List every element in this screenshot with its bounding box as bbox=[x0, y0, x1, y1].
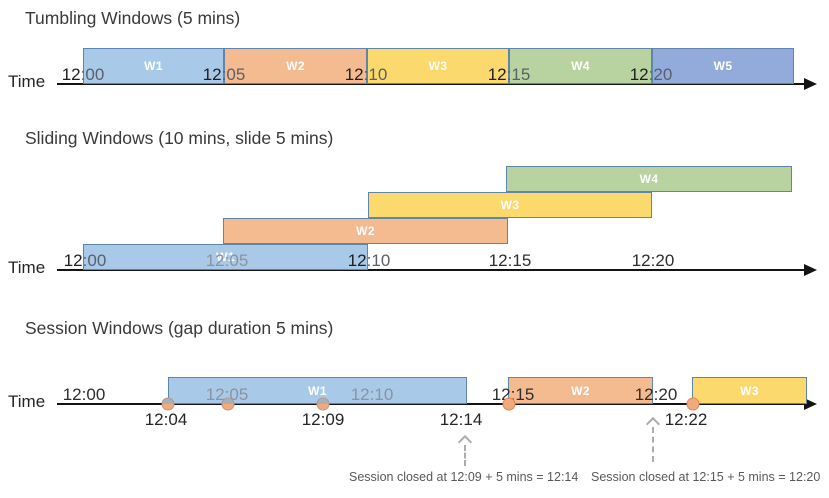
tick-minutes: :00 bbox=[82, 251, 107, 270]
window-label: W3 bbox=[500, 198, 520, 212]
tick-label: 12:15 bbox=[488, 65, 531, 84]
event-dot bbox=[316, 397, 330, 411]
tick-hour: 12 bbox=[634, 385, 654, 404]
window-label: W5 bbox=[713, 59, 733, 73]
tick-label: 12:05 bbox=[206, 251, 249, 270]
event-time-label: 12:09 bbox=[301, 410, 345, 429]
tick-label: 12:10 bbox=[345, 65, 388, 84]
window-label: W3 bbox=[428, 59, 448, 73]
tick-label: 12:10 bbox=[351, 385, 394, 404]
session-close-annotation: Session closed at 12:15 + 5 mins = 12:20 bbox=[591, 470, 821, 484]
tick-minutes: :00 bbox=[80, 65, 105, 84]
window-label: W3 bbox=[740, 383, 759, 398]
window-sliding-windows-w4: W4 bbox=[506, 166, 792, 192]
time-axis-label: Time bbox=[8, 392, 46, 411]
event-time-label: 12:04 bbox=[144, 410, 188, 429]
tick-minutes: :15 bbox=[506, 65, 531, 84]
window-label: W4 bbox=[571, 59, 590, 73]
tick-label: 12:20 bbox=[635, 385, 678, 404]
window-label: W1 bbox=[144, 59, 163, 73]
tick-label: 12:15 bbox=[489, 251, 532, 270]
section-title-sliding-windows: Sliding Windows (10 mins, slide 5 mins) bbox=[25, 128, 334, 148]
section-title-tumbling-windows: Tumbling Windows (5 mins) bbox=[25, 8, 241, 28]
window-tumbling-windows-w3: W3 bbox=[367, 48, 509, 84]
tick-minutes: :20 bbox=[648, 65, 673, 84]
window-sliding-windows-w2: W2 bbox=[223, 218, 508, 244]
event-dot bbox=[161, 397, 175, 411]
tick-hour: 12 bbox=[344, 65, 364, 84]
tick-label: 12:00 bbox=[63, 385, 106, 404]
tick-label: 12:20 bbox=[632, 251, 675, 270]
window-label: W2 bbox=[286, 59, 305, 73]
tick-hour: 12 bbox=[63, 251, 83, 270]
tick-label: 12:05 bbox=[203, 65, 246, 84]
tick-hour: 12 bbox=[629, 65, 649, 84]
window-sliding-windows-w1: W1 bbox=[83, 244, 368, 270]
session-close-arrow-line bbox=[652, 427, 654, 462]
window-session-windows-w2: W2 bbox=[508, 377, 653, 404]
tick-minutes: :20 bbox=[653, 385, 678, 404]
tick-hour: 12 bbox=[350, 385, 370, 404]
tick-minutes: :10 bbox=[366, 251, 391, 270]
event-dot bbox=[221, 397, 235, 411]
tick-label: 12:10 bbox=[348, 251, 391, 270]
tick-minutes: :00 bbox=[81, 385, 106, 404]
tick-minutes: :15 bbox=[507, 251, 532, 270]
tick-minutes: :05 bbox=[224, 251, 249, 270]
section-title-session-windows: Session Windows (gap duration 5 mins) bbox=[25, 318, 334, 338]
event-time-label: 12:22 bbox=[664, 410, 708, 429]
event-dot bbox=[502, 397, 516, 411]
tick-hour: 12 bbox=[347, 251, 367, 270]
tick-hour: 12 bbox=[488, 251, 508, 270]
window-tumbling-windows-w5: W5 bbox=[652, 48, 794, 84]
tick-minutes: :10 bbox=[369, 385, 394, 404]
window-sliding-windows-w3: W3 bbox=[368, 192, 652, 218]
tick-minutes: :05 bbox=[221, 65, 246, 84]
tick-label: 12:00 bbox=[62, 65, 105, 84]
session-close-annotation: Session closed at 12:09 + 5 mins = 12:14 bbox=[349, 470, 579, 484]
timeline-axis bbox=[57, 83, 804, 85]
window-label: W4 bbox=[639, 172, 659, 186]
tick-hour: 12 bbox=[62, 385, 82, 404]
tick-minutes: :10 bbox=[363, 65, 388, 84]
window-label: W1 bbox=[216, 250, 235, 264]
tick-hour: 12 bbox=[205, 251, 225, 270]
window-tumbling-windows-w2: W2 bbox=[224, 48, 367, 84]
window-label: W2 bbox=[356, 224, 375, 238]
tick-hour: 12 bbox=[487, 65, 507, 84]
tick-minutes: :15 bbox=[510, 385, 535, 404]
timeline-axis bbox=[57, 403, 804, 405]
window-session-windows-w3: W3 bbox=[692, 377, 807, 404]
tick-minutes: :20 bbox=[650, 251, 675, 270]
window-tumbling-windows-w4: W4 bbox=[509, 48, 652, 84]
timeline-arrowhead-icon bbox=[804, 78, 817, 90]
window-tumbling-windows-w1: W1 bbox=[83, 48, 224, 84]
timeline-axis bbox=[57, 269, 804, 271]
time-axis-label: Time bbox=[8, 72, 46, 91]
tick-hour: 12 bbox=[631, 251, 651, 270]
tick-hour: 12 bbox=[205, 385, 225, 404]
tick-hour: 12 bbox=[202, 65, 222, 84]
timeline-arrowhead-icon bbox=[804, 398, 817, 410]
event-dot bbox=[686, 397, 700, 411]
window-label: W1 bbox=[308, 383, 327, 398]
session-close-arrow-line bbox=[464, 445, 466, 466]
time-axis-label: Time bbox=[8, 258, 46, 277]
tick-label: 12:20 bbox=[630, 65, 673, 84]
event-time-label: 12:14 bbox=[439, 410, 483, 429]
timeline-arrowhead-icon bbox=[804, 264, 817, 276]
tick-hour: 12 bbox=[61, 65, 81, 84]
tick-label: 12:00 bbox=[64, 251, 107, 270]
window-label: W2 bbox=[571, 383, 590, 398]
